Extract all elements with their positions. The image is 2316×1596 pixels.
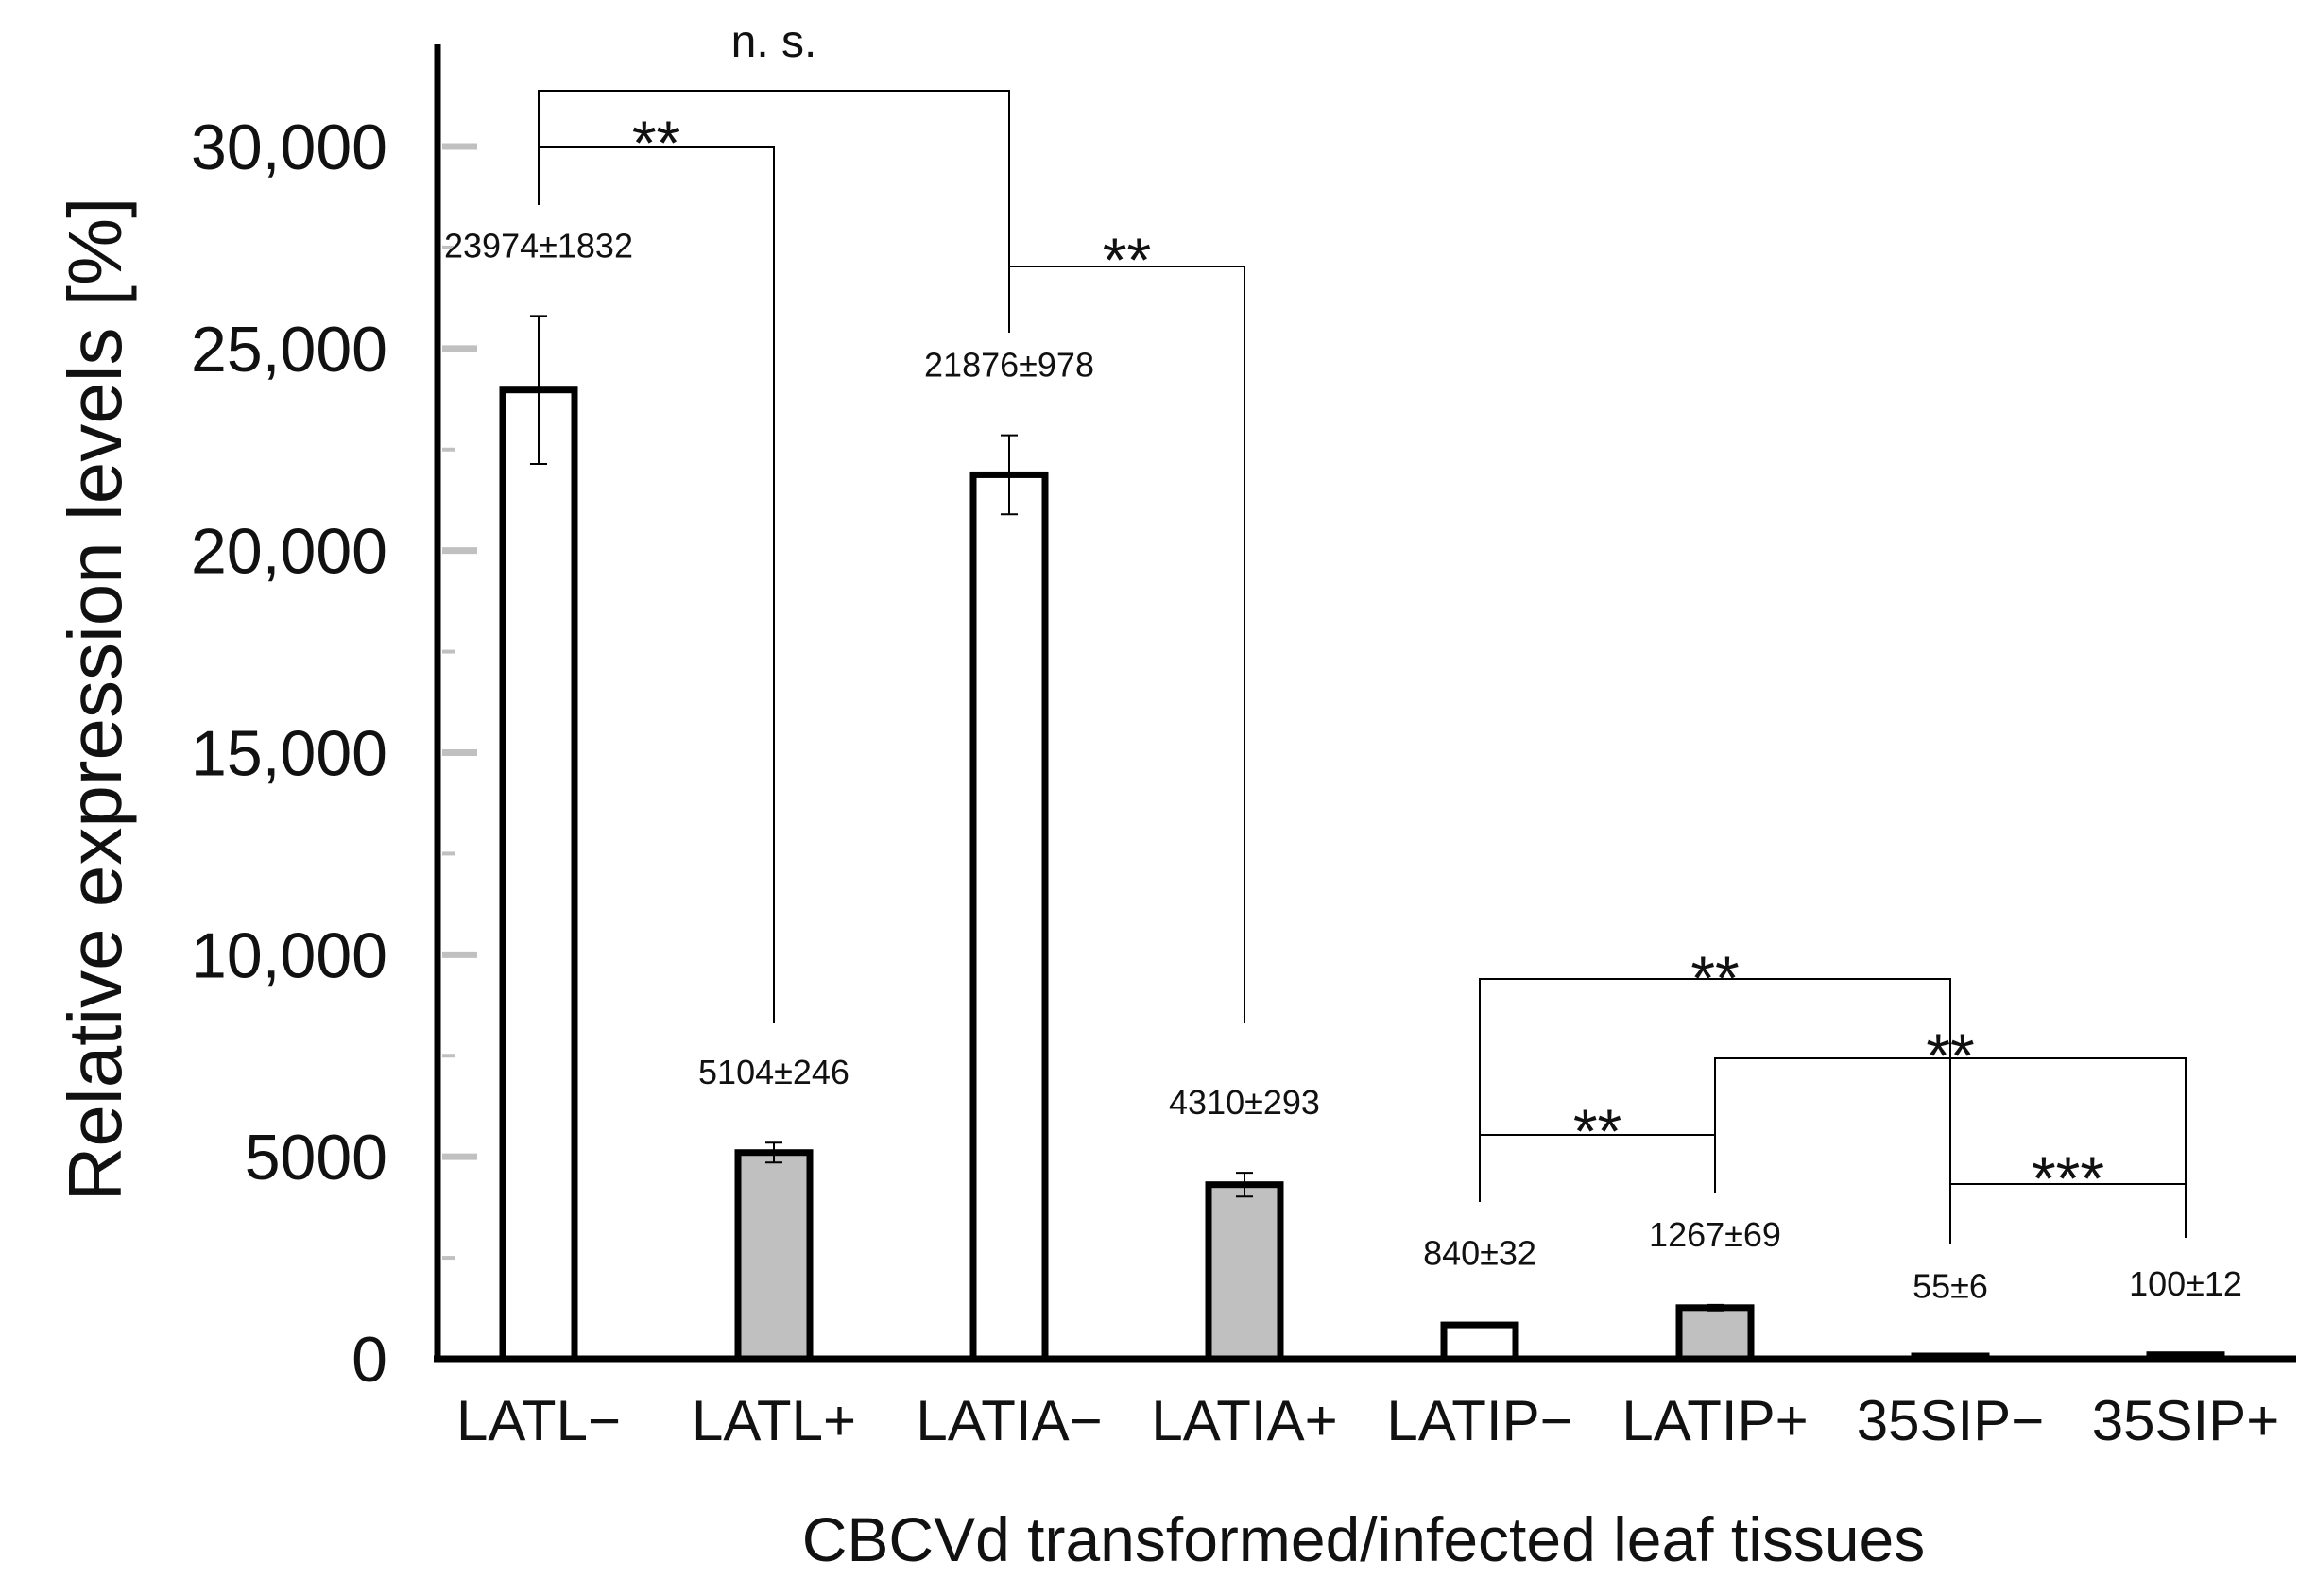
significance-label: **	[1573, 1096, 1621, 1166]
data-label: 5104±246	[698, 1053, 849, 1091]
y-tick-label: 5000	[245, 1122, 387, 1193]
bar-4	[1205, 1181, 1284, 1363]
data-label: 4310±293	[1169, 1083, 1320, 1122]
x-axis-title: CBCVd transformed/infected leaf tissues	[802, 1504, 1926, 1574]
data-label: 21876±978	[924, 346, 1094, 385]
x-tick-label: LATL+	[692, 1389, 856, 1452]
error-bars	[530, 315, 2194, 1358]
significance-label: **	[1690, 943, 1739, 1013]
data-label: 100±12	[2129, 1264, 2242, 1303]
significance-label: **	[632, 108, 680, 178]
y-tick-label: 30,000	[191, 112, 387, 183]
significance-bracket	[1479, 1134, 1716, 1202]
bar-5	[1440, 1321, 1519, 1363]
significance-label: **	[1926, 1021, 1974, 1090]
bar-6	[1675, 1304, 1755, 1363]
y-tick-label: 15,000	[191, 718, 387, 790]
significance-bracket	[1714, 1057, 2187, 1238]
x-tick-label: LATIA+	[1151, 1389, 1337, 1452]
significance-bracket	[538, 146, 775, 1023]
axes	[434, 44, 2296, 1363]
y-tick-label: 10,000	[191, 919, 387, 991]
bar-3	[969, 471, 1049, 1363]
significance-bracket	[1479, 978, 1951, 1244]
significance-bracket	[1008, 266, 1245, 1023]
x-tick-label: LATIP−	[1386, 1389, 1572, 1452]
significance-label: ***	[2032, 1143, 2104, 1213]
bar-1	[499, 386, 578, 1363]
data-label: 55±6	[1913, 1266, 1988, 1305]
x-tick-label: 35SIP+	[2092, 1389, 2280, 1452]
x-tick-label: LATIA−	[916, 1389, 1102, 1452]
x-tick-labels: LATL− LATL+ LATIA− LATIA+ LATIP− LATIP+ 35SIP−…	[456, 1389, 2279, 1452]
bar-2	[734, 1149, 814, 1363]
x-tick-label: LATIP+	[1621, 1389, 1808, 1452]
significance-label: n. s.	[731, 17, 817, 67]
y-tick-label: 25,000	[191, 314, 387, 386]
y-tick-label: 20,000	[191, 516, 387, 588]
data-label: 23974±1832	[444, 226, 633, 265]
y-axis-title: Relative expression levels [%]	[53, 197, 137, 1202]
x-tick-label: 35SIP−	[1857, 1389, 2045, 1452]
data-label: 1267±69	[1649, 1215, 1781, 1254]
significance-brackets: n. s.*************	[538, 17, 2187, 1244]
x-tick-label: LATL−	[456, 1389, 621, 1452]
bars	[499, 386, 2225, 1363]
data-label: 840±32	[1423, 1234, 1536, 1273]
significance-label: **	[1103, 225, 1151, 295]
significance-bracket	[1949, 1183, 2187, 1244]
y-tick-label: 0	[352, 1324, 387, 1396]
data-labels: 23974±1832 5104±246 21876±978 4310±293 840±3…	[444, 226, 2242, 1305]
y-axis-ticks: 0 5000 10,000 15,000 20,000 25,000 30,000	[191, 112, 477, 1396]
